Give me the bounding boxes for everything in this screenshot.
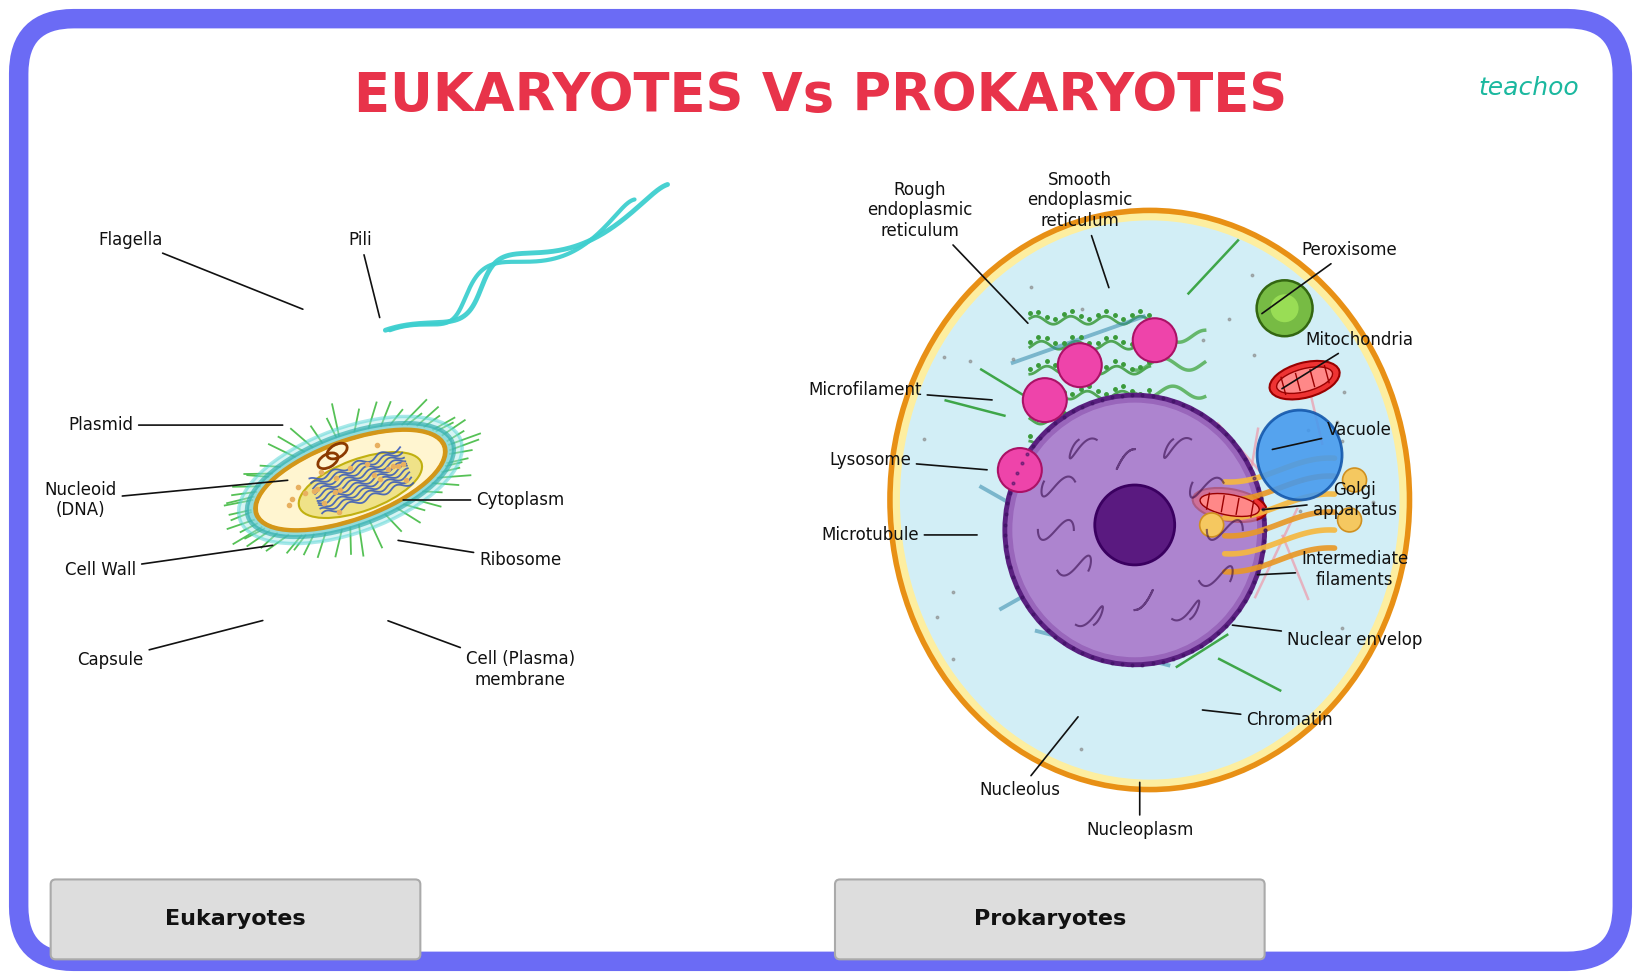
- Text: Capsule: Capsule: [77, 620, 263, 668]
- Ellipse shape: [256, 430, 445, 530]
- Circle shape: [1337, 508, 1362, 532]
- Text: teachoo: teachoo: [1479, 75, 1579, 100]
- Text: Ribosome: Ribosome: [399, 540, 561, 569]
- Text: Plasmid: Plasmid: [69, 416, 282, 434]
- Text: Lysosome: Lysosome: [829, 451, 988, 469]
- Text: Mitochondria: Mitochondria: [1282, 331, 1413, 389]
- Circle shape: [1132, 318, 1177, 363]
- Circle shape: [998, 448, 1042, 492]
- Text: Flagella: Flagella: [98, 231, 304, 310]
- Ellipse shape: [1200, 494, 1259, 516]
- Text: Microtubule: Microtubule: [820, 526, 976, 544]
- Circle shape: [1022, 378, 1067, 422]
- Circle shape: [1342, 468, 1367, 492]
- Text: Cytoplasm: Cytoplasm: [404, 491, 565, 509]
- Ellipse shape: [1004, 395, 1265, 664]
- Ellipse shape: [246, 423, 455, 537]
- Ellipse shape: [1270, 361, 1339, 400]
- Ellipse shape: [1193, 488, 1267, 522]
- Text: Prokaryotes: Prokaryotes: [973, 909, 1126, 929]
- Text: Rough
endoplasmic
reticulum: Rough endoplasmic reticulum: [866, 180, 1027, 323]
- Text: Peroxisome: Peroxisome: [1262, 241, 1398, 314]
- Text: Smooth
endoplasmic
reticulum: Smooth endoplasmic reticulum: [1027, 171, 1132, 288]
- Text: Cell (Plasma)
membrane: Cell (Plasma) membrane: [387, 620, 574, 689]
- Ellipse shape: [1095, 485, 1175, 564]
- Ellipse shape: [1257, 410, 1342, 500]
- Ellipse shape: [1012, 403, 1257, 658]
- Text: Vacuole: Vacuole: [1272, 421, 1392, 450]
- Ellipse shape: [899, 220, 1400, 779]
- Ellipse shape: [258, 432, 443, 528]
- Text: EUKARYOTES Vs PROKARYOTES: EUKARYOTES Vs PROKARYOTES: [354, 70, 1287, 122]
- Text: Nuclear envelop: Nuclear envelop: [1232, 625, 1423, 649]
- Text: Eukaryotes: Eukaryotes: [166, 909, 305, 929]
- Circle shape: [1200, 513, 1224, 537]
- Circle shape: [1058, 343, 1101, 387]
- Text: Cell Wall: Cell Wall: [66, 545, 272, 579]
- Text: Nucleoid
(DNA): Nucleoid (DNA): [44, 480, 287, 519]
- Text: Microfilament: Microfilament: [809, 381, 993, 400]
- Ellipse shape: [238, 416, 463, 544]
- Text: Chromatin: Chromatin: [1203, 710, 1332, 729]
- Text: Intermediate
filaments: Intermediate filaments: [1257, 551, 1408, 589]
- Ellipse shape: [299, 452, 422, 518]
- FancyBboxPatch shape: [835, 879, 1265, 959]
- Ellipse shape: [889, 211, 1410, 790]
- Circle shape: [1270, 294, 1298, 322]
- Text: Nucleoplasm: Nucleoplasm: [1086, 782, 1193, 839]
- Text: Pili: Pili: [348, 231, 379, 318]
- Ellipse shape: [1277, 367, 1332, 393]
- Text: Nucleolus: Nucleolus: [980, 716, 1078, 799]
- FancyBboxPatch shape: [51, 879, 420, 959]
- Text: Golgi
apparatus: Golgi apparatus: [1262, 480, 1396, 519]
- Circle shape: [1257, 280, 1313, 336]
